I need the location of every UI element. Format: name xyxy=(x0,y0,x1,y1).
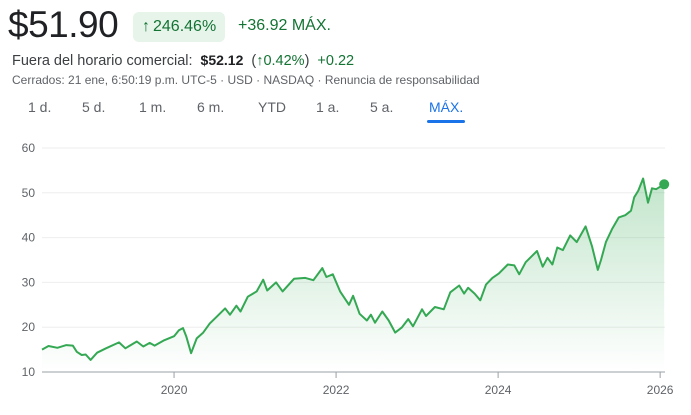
last-price-dot xyxy=(659,179,670,190)
x-tick-label: 2026 xyxy=(647,383,674,397)
currency: USD xyxy=(227,73,253,87)
y-tick-label: 20 xyxy=(22,320,36,334)
tab-5y[interactable]: 5 a. xyxy=(370,99,394,115)
y-tick-label: 30 xyxy=(22,275,36,289)
arrow-up-icon: ↑ xyxy=(142,18,150,35)
current-price: $51.90 xyxy=(8,4,119,45)
after-hours-label: Fuera del horario comercial: xyxy=(12,53,193,69)
after-hours-percent: (↑0.42%) xyxy=(251,53,310,69)
tab-1d[interactable]: 1 d. xyxy=(28,99,52,115)
after-hours-price: $52.12 xyxy=(200,52,244,68)
disclaimer-link[interactable]: Renuncia de responsabilidad xyxy=(324,73,480,87)
tab-6m[interactable]: 6 m. xyxy=(197,99,225,115)
x-tick-label: 2022 xyxy=(323,383,350,397)
after-hours-change: +0.22 xyxy=(317,53,355,69)
exchange: NASDAQ xyxy=(263,73,315,87)
closed-time: Cerrados: 21 ene, 6:50:19 p.m. UTC-5 xyxy=(12,73,217,87)
after-hours-row: Fuera del horario comercial: $52.12 (↑0.… xyxy=(12,52,354,69)
tab-1y[interactable]: 1 a. xyxy=(316,99,340,115)
price-area-fill xyxy=(42,178,665,372)
y-tick-label: 10 xyxy=(22,365,36,379)
tab-max[interactable]: MÁX. xyxy=(426,99,466,123)
arrow-up-icon: ↑ xyxy=(256,53,264,69)
x-tick-label: 2024 xyxy=(485,383,512,397)
tab-1m[interactable]: 1 m. xyxy=(139,99,167,115)
range-label: MÁX. xyxy=(291,17,331,34)
tab-5d[interactable]: 5 d. xyxy=(82,99,106,115)
change-percent: 246.46% xyxy=(153,18,217,35)
y-tick-label: 60 xyxy=(22,141,36,155)
price-line xyxy=(41,177,665,361)
x-tick-label: 2020 xyxy=(161,383,188,397)
change-abs: +36.92 xyxy=(238,17,288,34)
tab-ytd[interactable]: YTD xyxy=(258,99,286,115)
change-amount: +36.92 MÁX. xyxy=(238,17,331,35)
change-percent-badge: ↑ 246.46% xyxy=(133,12,226,42)
y-tick-label: 50 xyxy=(22,186,36,200)
quote-meta: Cerrados: 21 ene, 6:50:19 p.m. UTC-5 · U… xyxy=(12,73,480,87)
y-tick-label: 40 xyxy=(22,231,36,245)
